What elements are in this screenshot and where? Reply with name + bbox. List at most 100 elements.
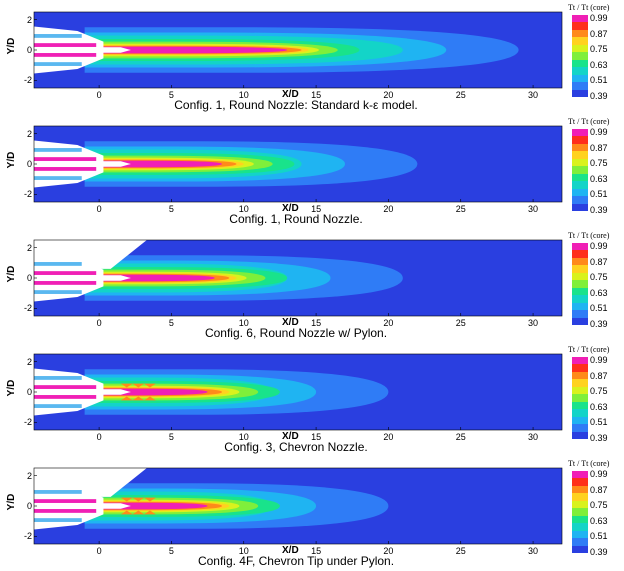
legend-swatch	[572, 143, 588, 152]
legend-level-label: 0.75	[590, 500, 608, 510]
chevron-tip	[120, 383, 133, 388]
contour-plot	[33, 125, 563, 203]
legend-swatch	[572, 22, 588, 31]
upper-bypass-duct	[34, 34, 82, 38]
y-tick-label: -2	[23, 189, 32, 200]
legend-swatch	[572, 394, 588, 403]
lower-core-stream	[34, 509, 97, 513]
legend-swatch	[572, 424, 588, 433]
chevron-tip	[120, 497, 133, 502]
y-tick-label: -2	[23, 417, 32, 428]
x-tick-label: 25	[455, 432, 466, 442]
chevron-tip	[120, 510, 133, 515]
x-tick-label: 20	[383, 546, 394, 556]
y-tick-label: 0	[26, 45, 32, 55]
x-tick-label: 10	[238, 432, 249, 442]
y-tick-label: 2	[26, 14, 32, 25]
chevron-tip	[120, 396, 133, 401]
legend-level-label: 0.51	[590, 303, 608, 313]
legend-swatch	[572, 386, 588, 395]
x-tick-label: 5	[168, 432, 174, 442]
panel-caption: Config. 3, Chevron Nozzle.	[224, 440, 368, 454]
lower-bypass-duct	[34, 290, 82, 294]
legend-level-label: 0.63	[590, 287, 608, 298]
upper-core-stream	[34, 385, 97, 389]
legend-swatch	[572, 151, 588, 160]
y-tick-label: 2	[26, 356, 32, 367]
legend-swatch	[572, 173, 588, 182]
x-axis-label: X/D	[282, 545, 299, 556]
y-tick-label: 2	[26, 242, 32, 253]
legend-swatch	[572, 431, 588, 440]
y-tick-label: 0	[26, 501, 32, 511]
contour-plot	[33, 11, 563, 89]
legend-swatch	[572, 37, 588, 46]
legend-title: Tt / Tt (core)	[568, 3, 610, 12]
x-tick-label: 0	[96, 546, 102, 556]
chevron-tip	[132, 396, 145, 401]
legend-level-label: 0.51	[590, 531, 608, 541]
legend-swatch	[572, 89, 588, 98]
legend-swatch	[572, 538, 588, 547]
panel-caption: Config. 1, Round Nozzle: Standard k-ε mo…	[174, 98, 418, 112]
legend-swatch	[572, 310, 588, 319]
legend-level-label: 0.87	[590, 142, 608, 153]
legend-swatch	[572, 181, 588, 190]
legend-swatch	[572, 52, 588, 61]
legend-colorbar	[572, 129, 588, 212]
legend-swatch	[572, 136, 588, 145]
center-plug	[81, 161, 131, 167]
contour-plot	[33, 467, 563, 545]
chevron-tip	[143, 497, 156, 502]
legend-level-label: 0.39	[590, 546, 608, 557]
y-tick-label: 0	[26, 387, 32, 397]
legend-level-label: 0.63	[590, 515, 608, 526]
y-tick-label: -2	[23, 303, 32, 314]
legend-level-label: 0.99	[590, 355, 608, 365]
x-tick-label: 10	[238, 318, 249, 328]
legend-level-label: 0.51	[590, 189, 608, 199]
legend-level-label: 0.63	[590, 401, 608, 412]
legend-colorbar	[572, 243, 588, 326]
legend-swatch	[572, 523, 588, 532]
legend-swatch	[572, 287, 588, 296]
legend-colorbar	[572, 15, 588, 98]
x-tick-label: 25	[455, 546, 466, 556]
upper-bypass-duct	[34, 148, 82, 152]
legend-swatch	[572, 357, 588, 365]
x-tick-label: 20	[383, 432, 394, 442]
legend-swatch	[572, 485, 588, 494]
legend-level-label: 0.99	[590, 13, 608, 23]
legend-swatch	[572, 379, 588, 388]
contour-plot	[33, 353, 563, 431]
legend-swatch	[572, 243, 588, 251]
legend-level-label: 0.39	[590, 204, 608, 215]
color-legend: Tt / Tt (core) 0.99 0.87 0.75 0.63 0.51 0.39	[568, 459, 624, 559]
legend-level-label: 0.99	[590, 469, 608, 479]
legend-swatch	[572, 15, 588, 23]
x-axis-label: X/D	[282, 317, 299, 328]
legend-level-label: 0.39	[590, 318, 608, 329]
legend-level-label: 0.63	[590, 59, 608, 70]
center-plug	[81, 389, 131, 395]
lower-bypass-duct	[34, 404, 82, 408]
legend-swatch	[572, 129, 588, 137]
chevron-tip	[132, 383, 145, 388]
color-legend: Tt / Tt (core) 0.99 0.87 0.75 0.63 0.51 0.39	[568, 3, 624, 103]
y-tick-label: 0	[26, 159, 32, 169]
legend-level-label: 0.63	[590, 173, 608, 184]
lower-core-stream	[34, 53, 97, 57]
nozzle-body	[34, 368, 104, 416]
legend-swatch	[572, 196, 588, 205]
legend-level-label: 0.87	[590, 28, 608, 39]
x-tick-label: 30	[528, 90, 539, 100]
legend-swatch	[572, 203, 588, 212]
y-tick-label: -2	[23, 75, 32, 86]
legend-swatch	[572, 188, 588, 197]
legend-level-label: 0.75	[590, 158, 608, 168]
legend-colorbar	[572, 471, 588, 554]
legend-swatch	[572, 265, 588, 274]
legend-level-label: 0.75	[590, 386, 608, 396]
y-axis-label: Y/D	[6, 151, 17, 169]
x-tick-label: 30	[528, 546, 539, 556]
